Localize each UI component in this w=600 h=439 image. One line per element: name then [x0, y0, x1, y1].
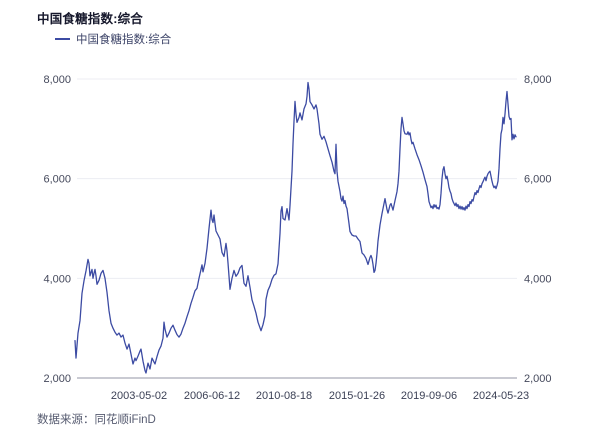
- legend-item[interactable]: 中国食糖指数:综合: [55, 31, 171, 47]
- x-tick-label: 2003-05-02: [111, 390, 167, 402]
- y-tick-label-right: 2,000: [524, 373, 552, 385]
- y-tick-label-right: 4,000: [524, 273, 552, 285]
- sugar-index-series-line: [74, 81, 517, 374]
- x-tick-label: 2015-01-26: [329, 390, 385, 402]
- y-tick-label-left: 8,000: [43, 74, 71, 86]
- legend-label: 中国食糖指数:综合: [76, 34, 172, 46]
- y-tick-label-right: 6,000: [524, 174, 552, 186]
- y-tick-label-left: 2,000: [43, 373, 71, 385]
- data-source-note: 数据来源：同花顺iFinD: [37, 414, 156, 426]
- y-tick-label-left: 4,000: [43, 273, 71, 285]
- y-tick-label-right: 8,000: [524, 74, 552, 86]
- x-tick-label: 2024-05-23: [473, 390, 529, 402]
- y-tick-label-left: 6,000: [43, 174, 71, 186]
- x-tick-label: 2019-09-06: [401, 390, 457, 402]
- chart-title: 中国食糖指数:综合: [37, 12, 143, 26]
- x-tick-label: 2010-08-18: [256, 390, 312, 402]
- x-tick-label: 2006-06-12: [184, 390, 240, 402]
- legend-line-marker-icon: [55, 38, 70, 40]
